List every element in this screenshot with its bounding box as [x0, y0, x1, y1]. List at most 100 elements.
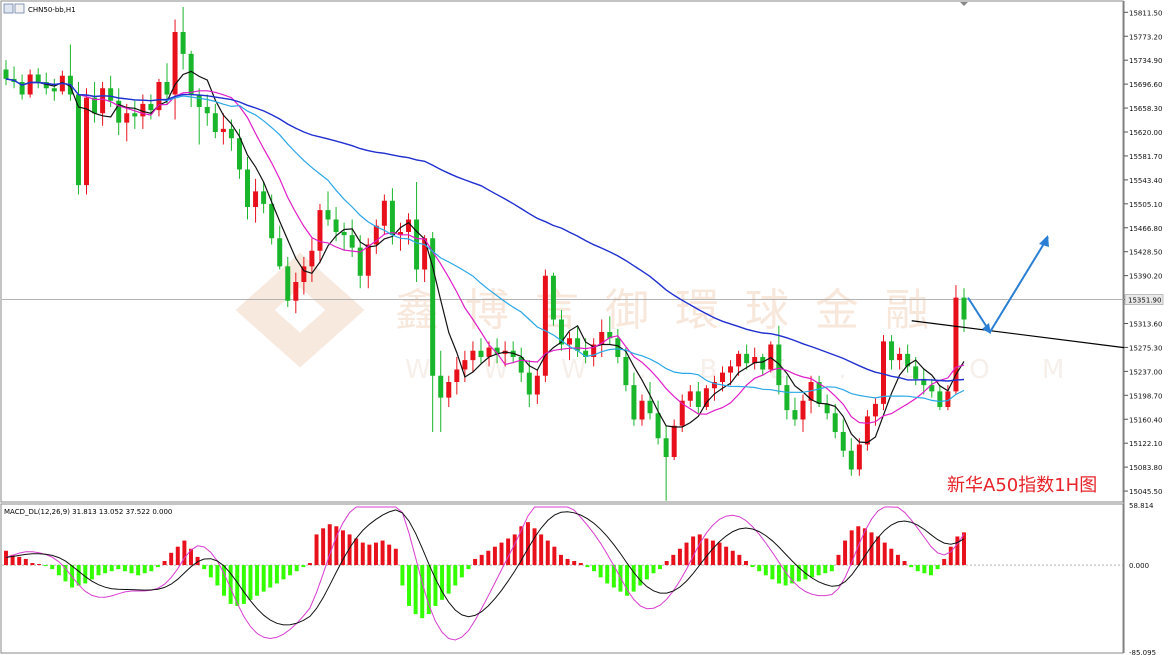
macd-bar [492, 546, 497, 566]
macd-bar [915, 565, 920, 572]
candle-body [655, 413, 661, 439]
macd-bar [777, 565, 781, 584]
candle-body [913, 366, 919, 379]
macd-bar [189, 548, 193, 566]
macd-bar [684, 542, 689, 566]
projection-arrow [967, 235, 1049, 334]
candle-body [558, 319, 564, 345]
candle-body [172, 32, 178, 95]
arrow-path [967, 236, 1049, 334]
macd-bar [426, 565, 431, 615]
arrow-head-icon [1039, 235, 1049, 247]
price-tick-label: 15160.40 [1129, 416, 1162, 424]
candle-body [478, 350, 484, 357]
macd-bar [334, 526, 339, 566]
price-tick-label: 15581.70 [1129, 153, 1162, 161]
macd-bar [922, 565, 927, 574]
macd-bar [103, 565, 108, 574]
candle-body [470, 350, 476, 361]
macd-bar [948, 546, 953, 566]
watermark-logo-icon [235, 252, 365, 368]
macd-bar [750, 565, 755, 568]
macd-bar [466, 565, 471, 570]
candle-body [397, 232, 403, 236]
macd-bar [142, 565, 147, 574]
candle-body [719, 372, 725, 382]
macd-bar [486, 550, 491, 566]
macd-bar [710, 540, 715, 566]
macd-bar [658, 565, 663, 570]
macd-bar [321, 528, 326, 566]
candle-body [792, 410, 798, 420]
candle-body [897, 353, 903, 361]
macd-bar [393, 548, 398, 566]
candle-body [212, 113, 218, 132]
macd-bar [407, 565, 412, 606]
candle-body [671, 425, 677, 457]
macd-bar [446, 565, 451, 594]
macd-bar [420, 565, 425, 619]
macd-bar [862, 528, 867, 566]
macd-bar [202, 565, 207, 570]
candle-body [19, 82, 25, 95]
candle-body [623, 357, 629, 386]
price-tick-label: 15543.40 [1129, 177, 1162, 185]
candle-body [864, 416, 870, 445]
macd-bar [195, 556, 200, 566]
macd-bar [340, 530, 345, 566]
macd-bar [592, 565, 596, 572]
macd-bar [374, 542, 378, 566]
macd-bar [387, 544, 392, 566]
macd-bar [757, 565, 762, 572]
candle-body [430, 238, 436, 376]
candle-body [140, 103, 146, 117]
macd-bar [829, 565, 834, 572]
candle-body [438, 375, 444, 398]
price-axis: 15811.50 15773.20 15734.90 15696.60 15658.30… [1124, 9, 1162, 496]
candle-body [929, 385, 935, 392]
price-tick-label: 15466.80 [1129, 225, 1162, 233]
macd-bar [545, 540, 550, 566]
macd-bar [638, 565, 643, 586]
candle-body [575, 338, 581, 351]
candle-body [711, 382, 717, 389]
macd-bar [208, 565, 213, 578]
moving-average-line [5, 78, 965, 403]
macd-bar [175, 546, 180, 566]
candle-body [84, 97, 89, 186]
candle-body [760, 357, 766, 370]
main-pane-frame [0, 0, 1124, 503]
moving-average-line [5, 78, 965, 382]
candle-body [889, 341, 895, 361]
macd-bar [96, 565, 101, 576]
macd-bar [552, 546, 557, 566]
macd-bar [585, 565, 590, 568]
macd-axis: 58.814 0.000 -85.095 [1129, 502, 1156, 655]
candle-body [293, 282, 299, 301]
macd-bar [519, 526, 524, 566]
macd-bar [307, 563, 312, 566]
macd-bar [902, 560, 907, 566]
candle-body [35, 74, 41, 82]
macd-bar [10, 554, 15, 566]
macd-bar [889, 548, 894, 566]
candle-body [639, 400, 645, 420]
candle-body [744, 353, 750, 364]
macd-bar [380, 540, 385, 566]
macd-bar [796, 565, 801, 582]
macd-bar [598, 565, 603, 578]
macd-bar [440, 565, 445, 600]
macd-bar [836, 554, 841, 566]
macd-bar [122, 565, 127, 572]
candle-body [905, 353, 911, 367]
macd-bar [909, 565, 914, 568]
candle-body [526, 372, 532, 395]
macd-bar [17, 556, 22, 566]
macd-bar [499, 542, 504, 566]
macd-bar [354, 538, 359, 566]
macd-bar [935, 565, 940, 570]
macd-tick-label: 0.000 [1129, 562, 1149, 570]
current-price-label: 15351.90 [1128, 297, 1161, 305]
macd-tick-label: 58.814 [1129, 502, 1154, 510]
